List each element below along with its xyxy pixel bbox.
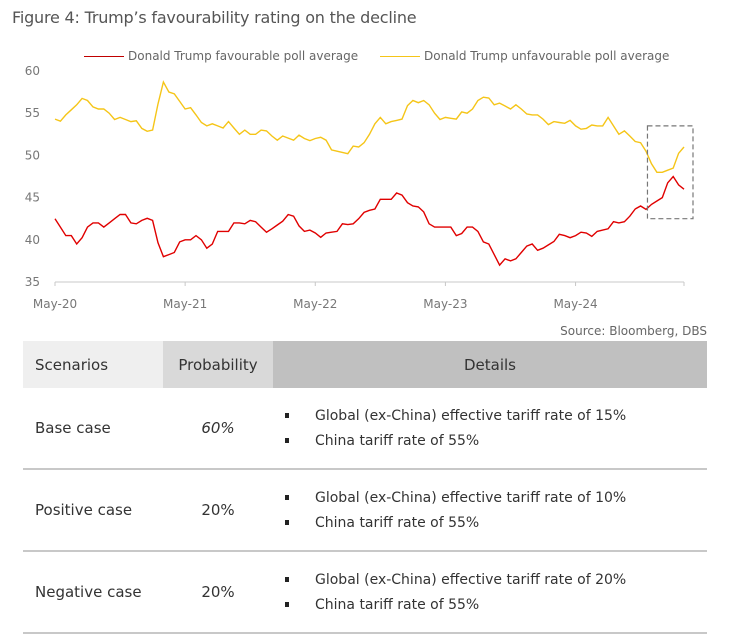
- header-probability: Probability: [163, 341, 273, 388]
- series-lines: [54, 80, 685, 267]
- scenario-probability: 60%: [163, 388, 273, 470]
- bullet-square-icon: [285, 602, 289, 607]
- x-axis: May-20 May-21 May-22 May-23 May-24: [33, 281, 685, 311]
- detail-bullet: Global (ex-China) effective tariff rate …: [285, 572, 706, 588]
- legend-label-unfavourable: Donald Trump unfavourable poll average: [424, 49, 670, 63]
- x-tick-label: May-23: [423, 297, 467, 311]
- detail-text: Global (ex-China) effective tariff rate …: [315, 489, 627, 506]
- detail-text: China tariff rate of 55%: [315, 596, 480, 613]
- y-tick-label: 45: [25, 191, 40, 205]
- detail-bullet: China tariff rate of 55%: [285, 515, 706, 531]
- legend-swatch-favourable: [84, 55, 124, 57]
- x-tick-label: May-24: [553, 297, 597, 311]
- chart-legend: Donald Trump favourable poll average Don…: [0, 49, 729, 65]
- header-details: Details: [273, 341, 707, 388]
- x-tick-label: May-22: [293, 297, 337, 311]
- legend-label-favourable: Donald Trump favourable poll average: [128, 49, 359, 63]
- scenario-probability: 20%: [163, 551, 273, 634]
- y-tick-label: 40: [25, 233, 40, 247]
- header-scenarios: Scenarios: [23, 341, 163, 388]
- table-header-row: Scenarios Probability Details: [23, 341, 707, 388]
- y-tick-label: 35: [25, 275, 40, 289]
- scenario-details: Global (ex-China) effective tariff rate …: [273, 551, 707, 634]
- scenario-name: Positive case: [23, 469, 163, 552]
- table-row: Negative case 20% Global (ex-China) effe…: [23, 551, 707, 634]
- y-axis: 35 40 45 50 55 60: [25, 64, 40, 289]
- detail-text: Global (ex-China) effective tariff rate …: [315, 571, 627, 588]
- bullet-square-icon: [285, 577, 289, 582]
- detail-text: China tariff rate of 55%: [315, 514, 480, 531]
- x-tick-label: May-21: [163, 297, 207, 311]
- legend-item-favourable: Donald Trump favourable poll average: [84, 49, 358, 63]
- bullet-square-icon: [285, 520, 289, 525]
- detail-bullet: Global (ex-China) effective tariff rate …: [285, 408, 706, 424]
- bullet-square-icon: [285, 438, 289, 443]
- table-row: Base case 60% Global (ex-China) effectiv…: [23, 388, 707, 470]
- scenario-name: Base case: [23, 388, 163, 470]
- detail-text: China tariff rate of 55%: [315, 432, 480, 449]
- highlight-box: [646, 125, 694, 220]
- legend-item-unfavourable: Donald Trump unfavourable poll average: [380, 49, 669, 63]
- figure-title: Figure 4: Trump’s favourability rating o…: [12, 8, 417, 27]
- scenario-details: Global (ex-China) effective tariff rate …: [273, 388, 707, 470]
- scenario-probability: 20%: [163, 469, 273, 552]
- detail-bullet: Global (ex-China) effective tariff rate …: [285, 490, 706, 506]
- table-row: Positive case 20% Global (ex-China) effe…: [23, 469, 707, 552]
- detail-text: Global (ex-China) effective tariff rate …: [315, 407, 627, 424]
- bullet-square-icon: [285, 495, 289, 500]
- bullet-square-icon: [285, 413, 289, 418]
- scenario-details: Global (ex-China) effective tariff rate …: [273, 469, 707, 552]
- legend-swatch-unfavourable: [380, 55, 420, 57]
- y-tick-label: 55: [25, 106, 40, 120]
- scenario-name: Negative case: [23, 551, 163, 634]
- chart-source: Source: Bloomberg, DBS: [560, 324, 707, 338]
- favourable-series-line: [54, 175, 685, 267]
- detail-bullet: China tariff rate of 55%: [285, 597, 706, 613]
- scenario-table: Scenarios Probability Details Base case …: [23, 341, 707, 634]
- detail-bullet: China tariff rate of 55%: [285, 433, 706, 449]
- unfavourable-series-line: [54, 80, 685, 174]
- y-tick-label: 60: [25, 64, 40, 78]
- x-tick-label: May-20: [33, 297, 77, 311]
- y-tick-label: 50: [25, 148, 40, 162]
